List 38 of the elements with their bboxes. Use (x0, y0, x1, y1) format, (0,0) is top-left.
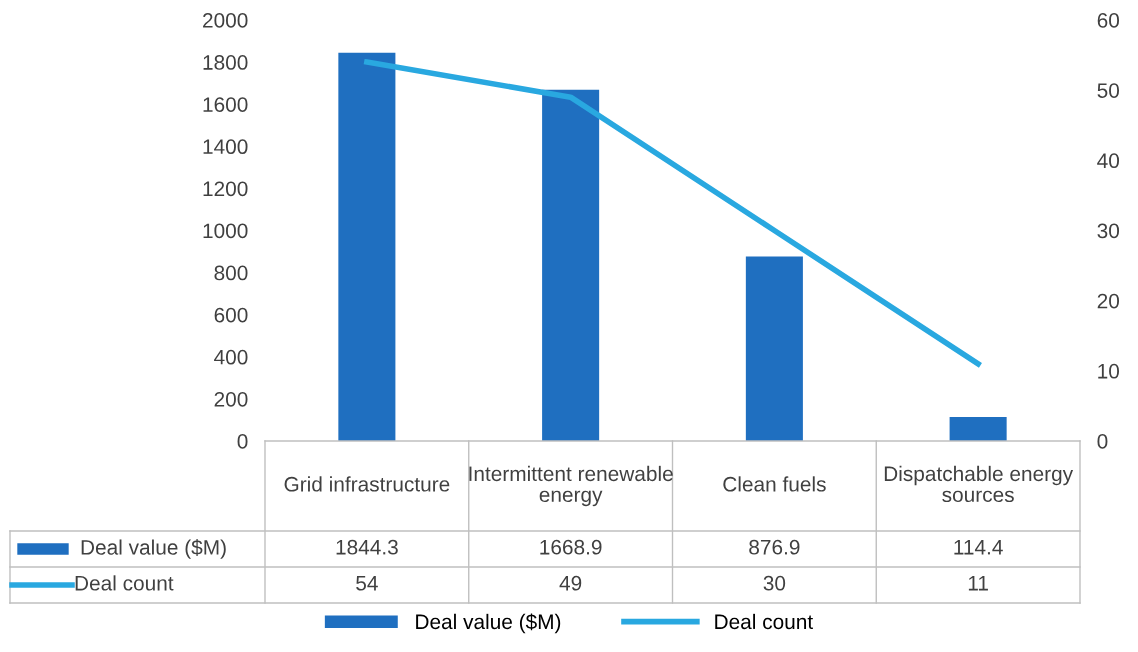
bar (949, 416, 1007, 441)
data-label: 1844.3 (336, 539, 398, 555)
data-label: 54 (356, 576, 378, 591)
data-label: 1668.9 (540, 539, 602, 555)
x-tick-label: Intermittent renewable energy (469, 465, 673, 507)
y2-tick-label: 40 (1097, 153, 1120, 169)
data-label: 876.9 (749, 539, 800, 555)
y-tick-label: 1200 (203, 181, 248, 197)
y-tick-label: 0 (237, 434, 248, 449)
y-tick-label: 1000 (203, 223, 248, 239)
data-label: 30 (763, 575, 786, 591)
y-tick-label: 200 (214, 391, 248, 407)
data-label: 49 (559, 575, 582, 591)
x-tick-label: Dispatchable energy sources (884, 465, 1074, 503)
y-tick-label: 600 (214, 307, 248, 323)
data-label: 11 (968, 576, 988, 591)
y-tick-label: 1600 (203, 97, 248, 112)
y-tick-label: 1800 (203, 55, 248, 70)
y2-tick-label: 30 (1097, 223, 1120, 239)
bar (338, 52, 396, 441)
x-tick-label: Clean fuels (723, 476, 826, 492)
y-tick-label: 1400 (203, 139, 248, 155)
y-tick-label: 2000 (203, 13, 248, 28)
data-label: 114.4 (954, 540, 1003, 555)
y2-tick-label: 10 (1098, 363, 1120, 379)
legend-label: Deal count (715, 613, 813, 630)
y-tick-label: 800 (214, 265, 248, 281)
y-tick-label: 400 (214, 349, 248, 365)
bar (745, 256, 803, 441)
y2-tick-label: 0 (1097, 434, 1108, 449)
y2-tick-label: 20 (1097, 293, 1120, 309)
legend-label: Deal value ($M) (81, 539, 226, 559)
x-tick-label: Grid infrastructure (284, 476, 450, 492)
y2-tick-label: 50 (1097, 83, 1120, 98)
y2-tick-label: 60 (1097, 13, 1120, 28)
text: Deal value ($M) (416, 613, 561, 634)
bar (542, 89, 600, 441)
text: Deal count (75, 575, 174, 591)
